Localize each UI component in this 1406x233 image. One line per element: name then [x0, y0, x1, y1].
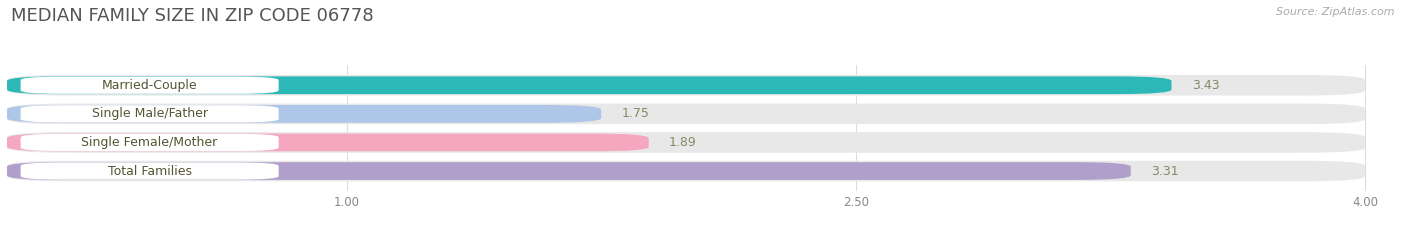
FancyBboxPatch shape [7, 162, 1130, 180]
Text: MEDIAN FAMILY SIZE IN ZIP CODE 06778: MEDIAN FAMILY SIZE IN ZIP CODE 06778 [11, 7, 374, 25]
FancyBboxPatch shape [7, 76, 1171, 94]
Text: 1.75: 1.75 [621, 107, 650, 120]
Text: Married-Couple: Married-Couple [101, 79, 197, 92]
FancyBboxPatch shape [7, 103, 1365, 124]
FancyBboxPatch shape [7, 134, 648, 151]
Text: 3.43: 3.43 [1192, 79, 1219, 92]
Text: 3.31: 3.31 [1152, 164, 1178, 178]
FancyBboxPatch shape [21, 77, 278, 94]
FancyBboxPatch shape [7, 75, 1365, 96]
FancyBboxPatch shape [21, 162, 278, 180]
FancyBboxPatch shape [7, 132, 1365, 153]
FancyBboxPatch shape [7, 105, 602, 123]
Text: Single Male/Father: Single Male/Father [91, 107, 208, 120]
Text: Total Families: Total Families [108, 164, 191, 178]
FancyBboxPatch shape [7, 161, 1365, 181]
FancyBboxPatch shape [21, 134, 278, 151]
FancyBboxPatch shape [21, 105, 278, 122]
Text: Single Female/Mother: Single Female/Mother [82, 136, 218, 149]
Text: Source: ZipAtlas.com: Source: ZipAtlas.com [1277, 7, 1395, 17]
Text: 1.89: 1.89 [669, 136, 697, 149]
